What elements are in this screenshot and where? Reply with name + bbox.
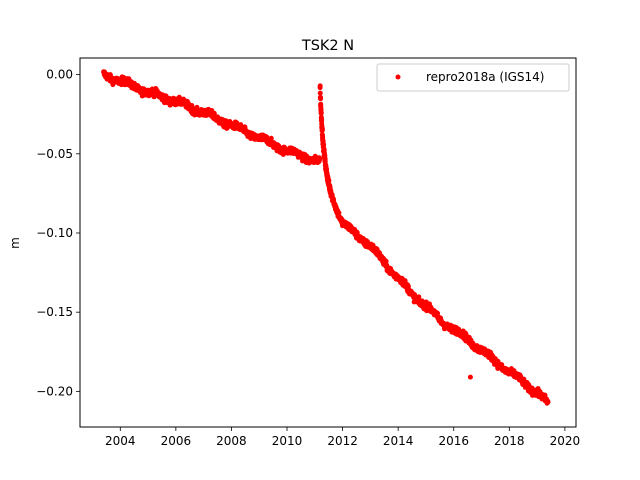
y-tick-label: 0.00 [46, 68, 73, 82]
data-point [416, 294, 422, 300]
y-tick-label: −0.20 [36, 384, 73, 398]
data-point [268, 135, 274, 141]
x-tick-label: 2016 [438, 434, 469, 448]
x-tick-label: 2012 [327, 434, 358, 448]
data-point [317, 83, 323, 89]
data-point [467, 374, 473, 380]
y-axis: 0.00 −0.05 −0.10 −0.15 −0.20 [36, 68, 80, 398]
x-tick-label: 2010 [272, 434, 303, 448]
data-point [336, 210, 342, 216]
legend-marker [395, 74, 401, 80]
y-axis-label: m [8, 237, 22, 249]
chart-title: TSK2 N [301, 38, 354, 54]
legend: repro2018a (IGS14) [376, 63, 570, 92]
data-point [317, 156, 323, 162]
data-point [542, 392, 548, 398]
data-point [321, 142, 327, 148]
x-tick-label: 2014 [383, 434, 414, 448]
data-point [545, 399, 551, 405]
x-axis: 2004 2006 2008 2010 2012 2014 2016 2018 2020 [105, 427, 580, 448]
x-tick-label: 2006 [161, 434, 192, 448]
data-points [101, 69, 551, 406]
plot-frame [79, 57, 577, 428]
data-point [318, 110, 324, 116]
y-tick-label: −0.05 [36, 147, 73, 161]
x-tick-label: 2008 [216, 434, 247, 448]
x-tick-label: 2018 [494, 434, 525, 448]
data-point [317, 90, 323, 96]
y-tick-label: −0.10 [36, 226, 73, 240]
data-point [319, 127, 325, 133]
data-point [318, 96, 324, 102]
legend-box [376, 63, 570, 92]
y-tick-label: −0.15 [36, 305, 73, 319]
x-tick-label: 2020 [550, 434, 581, 448]
data-point [326, 178, 332, 184]
x-tick-label: 2004 [105, 434, 136, 448]
data-point [383, 258, 389, 264]
legend-label: repro2018a (IGS14) [426, 70, 544, 84]
